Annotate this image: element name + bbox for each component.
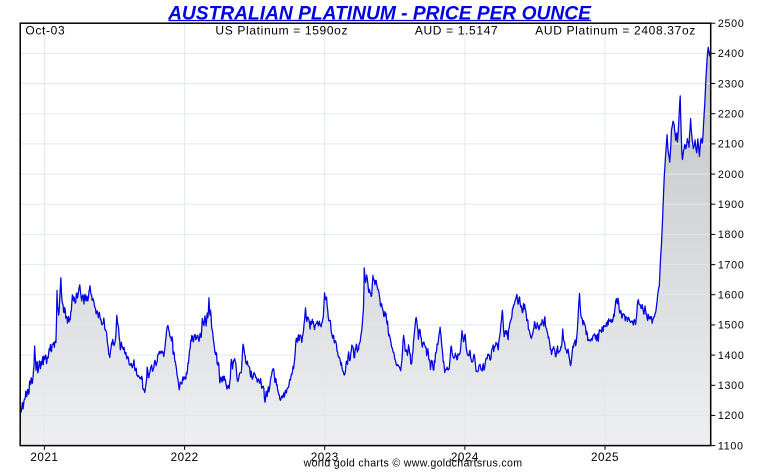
svg-text:1900: 1900	[718, 199, 745, 211]
svg-text:2400: 2400	[718, 48, 745, 60]
svg-text:1100: 1100	[718, 440, 744, 452]
svg-text:AUSTRALIAN PLATINUM - PRICE PE: AUSTRALIAN PLATINUM - PRICE PER OUNCE	[167, 3, 592, 24]
svg-text:2000: 2000	[718, 169, 745, 181]
svg-text:world gold charts © www.goldch: world gold charts © www.goldchartsrus.co…	[303, 457, 523, 469]
svg-text:2300: 2300	[718, 78, 745, 90]
svg-text:2021: 2021	[30, 451, 58, 464]
svg-text:1700: 1700	[718, 259, 745, 271]
svg-text:1400: 1400	[718, 350, 745, 362]
svg-text:2023: 2023	[311, 451, 339, 464]
svg-text:1300: 1300	[718, 380, 745, 392]
svg-text:1200: 1200	[718, 410, 745, 422]
svg-text:US Platinum = 1590oz: US Platinum = 1590oz	[215, 24, 348, 38]
svg-text:2022: 2022	[171, 451, 199, 464]
svg-text:2025: 2025	[591, 451, 619, 464]
svg-text:2200: 2200	[718, 109, 745, 121]
svg-text:AUD Platinum = 2408.37oz: AUD Platinum = 2408.37oz	[535, 24, 696, 38]
svg-text:1500: 1500	[718, 320, 745, 332]
svg-text:1800: 1800	[718, 229, 745, 241]
svg-text:2024: 2024	[451, 451, 479, 464]
svg-text:1600: 1600	[718, 290, 745, 302]
svg-text:Oct-03: Oct-03	[25, 24, 65, 38]
svg-text:2500: 2500	[718, 18, 745, 30]
svg-text:AUD = 1.5147: AUD = 1.5147	[415, 24, 499, 38]
svg-text:2100: 2100	[718, 139, 745, 151]
